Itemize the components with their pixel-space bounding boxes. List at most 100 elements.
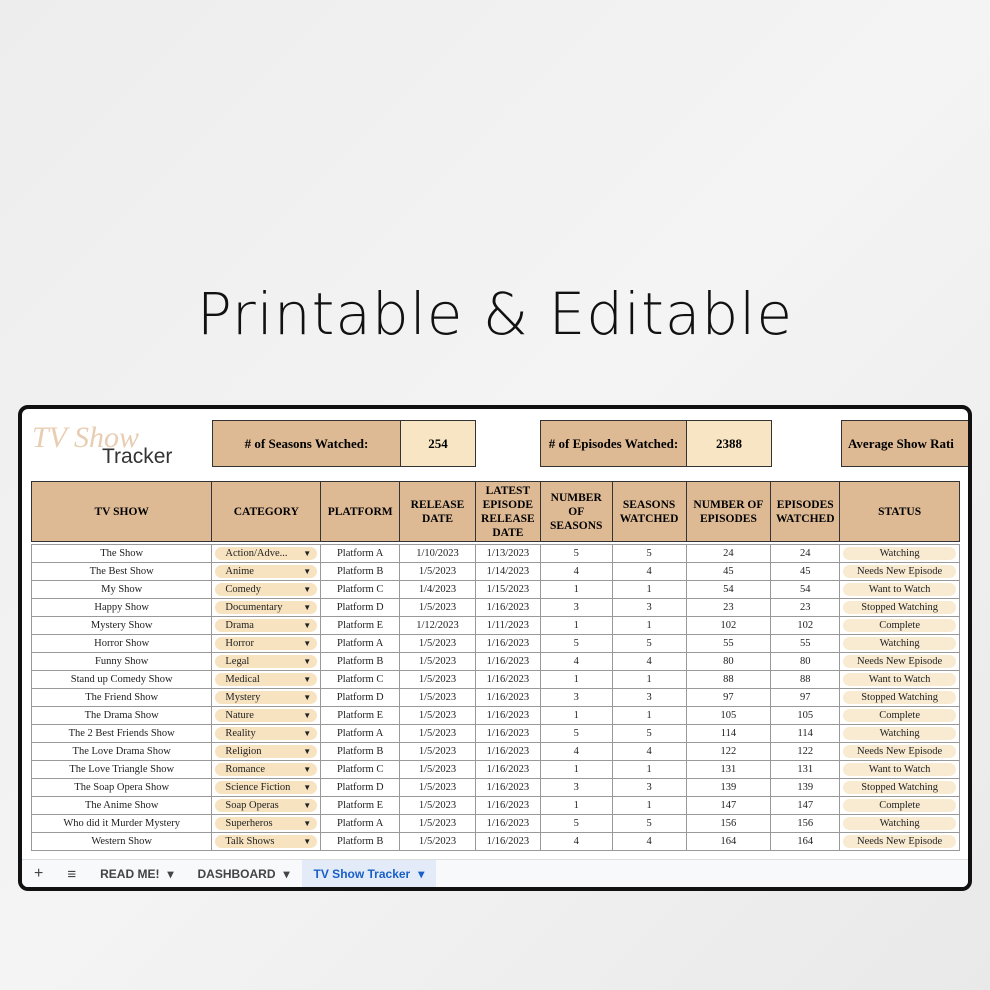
cell: Anime ▼ <box>211 562 322 581</box>
category: Medical <box>225 674 260 685</box>
category-dropdown[interactable]: Action/Adve... ▼ <box>215 547 318 560</box>
cell: 55 <box>770 634 841 653</box>
sheet-tab[interactable]: TV Show Tracker ▾ <box>301 860 437 887</box>
cell: 122 <box>770 742 841 761</box>
category: Drama <box>225 620 254 631</box>
cell: 1/5/2023 <box>399 670 476 689</box>
grid: TV SHOW CATEGORY PLATFORM RELEASE DATE LATES… <box>31 481 960 851</box>
category-dropdown[interactable]: Medical ▼ <box>215 673 318 686</box>
cell: 131 <box>770 760 841 779</box>
category-dropdown[interactable]: Science Fiction ▼ <box>215 781 318 794</box>
category: Religion <box>225 746 262 757</box>
cell: Mystery Show <box>31 616 213 635</box>
cell: 1 <box>539 760 613 779</box>
cell: 1/16/2023 <box>474 832 541 851</box>
cell: 80 <box>770 652 841 671</box>
status: Stopped Watching <box>843 601 956 614</box>
logo-word: Tracker <box>102 445 173 468</box>
tab-label: TV Show Tracker <box>313 867 411 881</box>
category-dropdown[interactable]: Mystery ▼ <box>215 691 318 704</box>
dropdown-arrow: ▼ <box>303 639 312 648</box>
cell: 156 <box>685 814 772 833</box>
row: The Best Show Anime ▼ Platform B 1/5/2023 1/1… <box>31 562 960 581</box>
status: Watching <box>843 637 956 650</box>
category-dropdown[interactable]: Documentary ▼ <box>215 601 318 614</box>
cell: 5 <box>539 544 613 563</box>
sheet-tab[interactable]: DASHBOARD ▾ <box>185 860 301 887</box>
category-dropdown[interactable]: Reality ▼ <box>215 727 318 740</box>
dropdown-arrow: ▼ <box>303 549 312 558</box>
category-dropdown[interactable]: Drama ▼ <box>215 619 318 632</box>
cell: 24 <box>770 544 841 563</box>
category: Legal <box>225 656 250 667</box>
category-dropdown[interactable]: Nature ▼ <box>215 709 318 722</box>
headline: Printable & Editable <box>196 280 794 348</box>
category-dropdown[interactable]: Anime ▼ <box>215 565 318 578</box>
cell: 147 <box>770 796 841 815</box>
cell: Platform D <box>320 598 401 617</box>
cell: 4 <box>611 742 687 761</box>
cell: 5 <box>539 814 613 833</box>
cell: Platform B <box>320 652 401 671</box>
category-dropdown[interactable]: Talk Shows ▼ <box>215 835 318 848</box>
row: Stand up Comedy Show Medical ▼ Platform C 1/… <box>31 670 960 689</box>
add-sheet[interactable]: + <box>34 865 44 882</box>
row: Mystery Show Drama ▼ Platform E 1/12/2023 1/1… <box>31 616 960 635</box>
column-header: TV SHOW <box>31 481 213 542</box>
cell: 3 <box>611 688 687 707</box>
cell: Documentary ▼ <box>211 598 322 617</box>
cell: 1 <box>611 616 687 635</box>
status: Stopped Watching <box>843 781 956 794</box>
row: The Soap Opera Show Science Fiction ▼ Platf… <box>31 778 960 797</box>
cell: Stopped Watching <box>839 598 960 617</box>
cell: 4 <box>611 652 687 671</box>
cell: Platform A <box>320 724 401 743</box>
cell: The Best Show <box>31 562 213 581</box>
sheet-tab[interactable]: READ ME! ▾ <box>88 860 185 887</box>
cell: Want to Watch <box>839 670 960 689</box>
cell: 88 <box>685 670 772 689</box>
row: Funny Show Legal ▼ Platform B 1/5/2023 1/16/2… <box>31 652 960 671</box>
row: Happy Show Documentary ▼ Platform D 1/5/2023… <box>31 598 960 617</box>
column-header: LATEST EPISODE RELEASE DATE <box>474 481 541 542</box>
dropdown-arrow: ▼ <box>303 801 312 810</box>
category-dropdown[interactable]: Soap Operas ▼ <box>215 799 318 812</box>
category-dropdown[interactable]: Horror ▼ <box>215 637 318 650</box>
category-dropdown[interactable]: Superheros ▼ <box>215 817 318 830</box>
sheet-list[interactable]: ≡ <box>67 865 77 883</box>
column-header: CATEGORY <box>211 481 322 542</box>
table: TV SHOW CATEGORY PLATFORM RELEASE DATE LATES… <box>31 481 960 851</box>
cell: 3 <box>539 688 613 707</box>
cell: 1/5/2023 <box>399 598 476 617</box>
cell: 45 <box>770 562 841 581</box>
status: Want to Watch <box>843 763 956 776</box>
category-dropdown[interactable]: Comedy ▼ <box>215 583 318 596</box>
cell: The Love Drama Show <box>31 742 213 761</box>
cell: 1 <box>539 670 613 689</box>
cell: Funny Show <box>31 652 213 671</box>
cell: Platform D <box>320 778 401 797</box>
cell: 1/5/2023 <box>399 652 476 671</box>
category-dropdown[interactable]: Religion ▼ <box>215 745 318 758</box>
dropdown-arrow: ▼ <box>303 783 312 792</box>
cell: Who did it Murder Mystery <box>31 814 213 833</box>
cell: 1 <box>611 670 687 689</box>
cell: 1/16/2023 <box>474 652 541 671</box>
cell: Western Show <box>31 832 213 851</box>
cell: 3 <box>611 598 687 617</box>
status: Needs New Episode <box>843 565 956 578</box>
cell: 97 <box>685 688 772 707</box>
row: Horror Show Horror ▼ Platform A 1/5/2023 1/16… <box>31 634 960 653</box>
cell: 1/16/2023 <box>474 742 541 761</box>
category-dropdown[interactable]: Romance ▼ <box>215 763 318 776</box>
category: Documentary <box>225 602 283 613</box>
cell: 1/11/2023 <box>474 616 541 635</box>
cell: Platform B <box>320 742 401 761</box>
cell: 1/10/2023 <box>399 544 476 563</box>
cell: 24 <box>685 544 772 563</box>
cell: 131 <box>685 760 772 779</box>
category-dropdown[interactable]: Legal ▼ <box>215 655 318 668</box>
cell: 114 <box>770 724 841 743</box>
tab-arrow: ▾ <box>283 867 290 881</box>
status: Complete <box>843 799 956 812</box>
